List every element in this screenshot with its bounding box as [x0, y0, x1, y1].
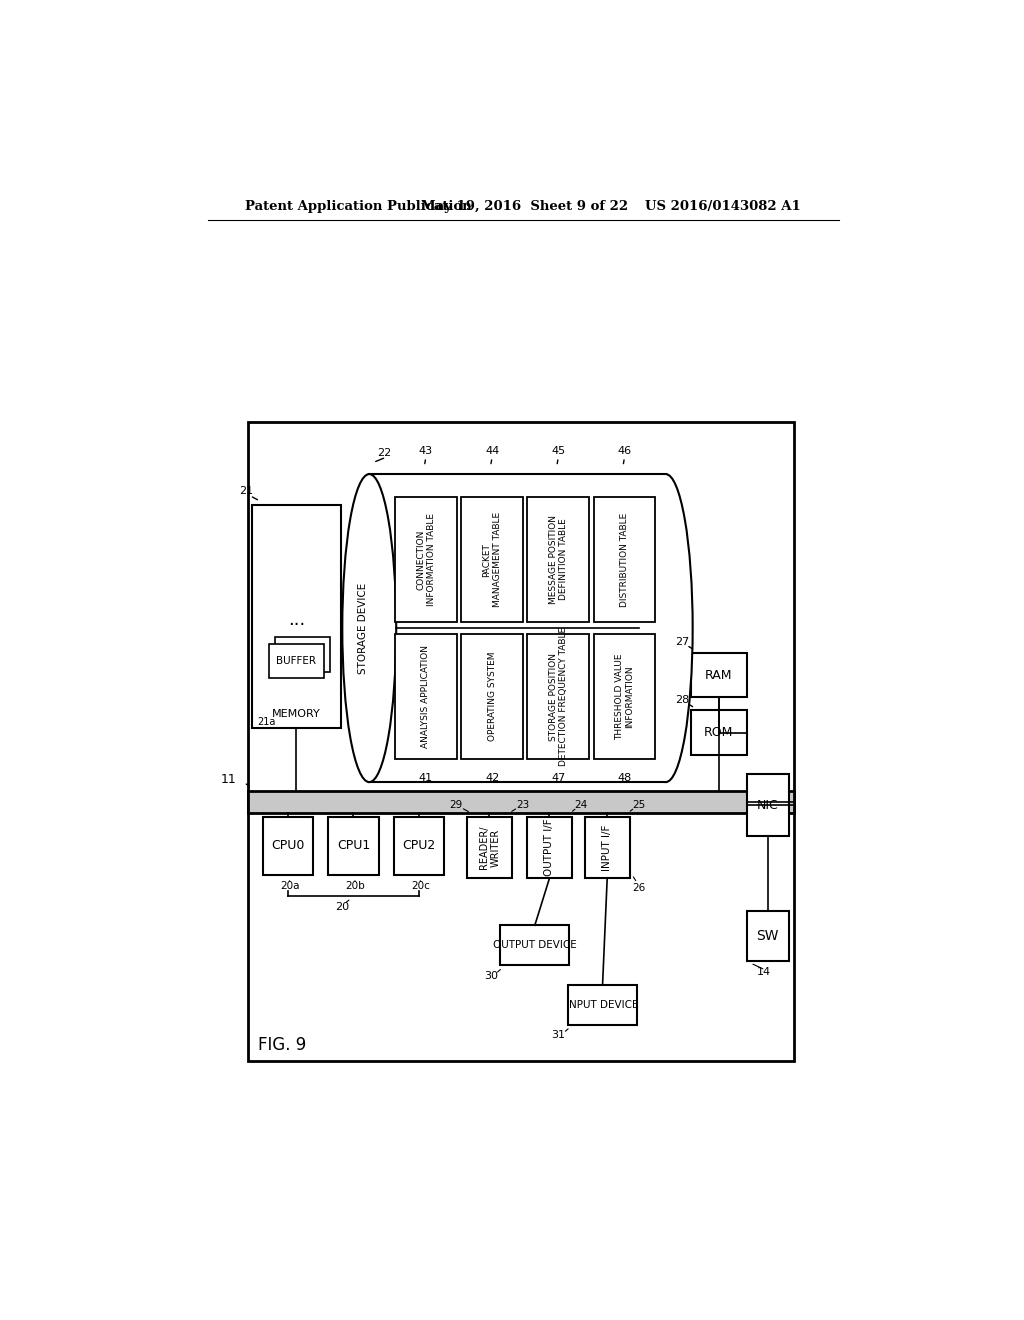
Text: 43: 43	[419, 446, 433, 455]
Text: Patent Application Publication: Patent Application Publication	[245, 199, 471, 213]
Text: 27: 27	[675, 638, 689, 647]
Text: 42: 42	[485, 774, 500, 783]
Bar	[329, 817, 379, 875]
Text: OUTPUT I/F: OUTPUT I/F	[545, 818, 554, 876]
Text: 25: 25	[632, 800, 645, 810]
Bar	[394, 817, 444, 875]
Text: RAM: RAM	[706, 668, 732, 681]
Ellipse shape	[342, 474, 396, 781]
Text: CONNECTION
INFORMATION TABLE: CONNECTION INFORMATION TABLE	[416, 513, 435, 606]
Text: ROM: ROM	[705, 726, 733, 739]
Text: 44: 44	[485, 446, 500, 455]
Text: CPU0: CPU0	[271, 840, 305, 853]
Text: 20a: 20a	[280, 880, 299, 891]
Text: ANALYSIS APPLICATION: ANALYSIS APPLICATION	[421, 645, 430, 748]
Text: 30: 30	[484, 972, 498, 981]
Bar	[252, 506, 341, 729]
Bar	[263, 817, 313, 875]
Bar	[274, 638, 331, 672]
Bar	[527, 498, 589, 622]
Text: ...: ...	[288, 611, 305, 630]
Text: 14: 14	[757, 968, 771, 977]
Text: 29: 29	[449, 800, 462, 810]
Text: 46: 46	[617, 446, 632, 455]
Text: 22: 22	[378, 447, 392, 458]
Bar	[527, 817, 571, 878]
Text: OUTPUT DEVICE: OUTPUT DEVICE	[493, 940, 577, 950]
Bar	[691, 710, 746, 755]
Text: SW: SW	[757, 929, 779, 942]
Text: READER/
WRITER: READER/ WRITER	[478, 826, 500, 870]
Text: US 2016/0143082 A1: US 2016/0143082 A1	[645, 199, 801, 213]
Text: 47: 47	[551, 774, 565, 783]
Bar	[568, 985, 637, 1024]
Text: BUFFER: BUFFER	[276, 656, 316, 665]
Text: INPUT I/F: INPUT I/F	[602, 825, 612, 871]
Text: NIC: NIC	[757, 799, 778, 812]
Text: 23: 23	[516, 800, 529, 810]
Text: CPU2: CPU2	[402, 840, 435, 853]
Text: 20: 20	[335, 902, 349, 912]
Bar	[248, 422, 795, 1061]
Ellipse shape	[639, 474, 692, 781]
Text: STORAGE DEVICE: STORAGE DEVICE	[358, 582, 368, 673]
Text: 24: 24	[574, 800, 588, 810]
Text: 20b: 20b	[345, 880, 365, 891]
Bar	[395, 498, 457, 622]
Bar	[370, 474, 666, 781]
Bar	[746, 911, 788, 961]
Text: 45: 45	[551, 446, 565, 455]
Bar	[585, 817, 630, 878]
Text: DISTRIBUTION TABLE: DISTRIBUTION TABLE	[620, 512, 629, 607]
Text: 21: 21	[239, 486, 253, 496]
Text: 11: 11	[220, 772, 237, 785]
Text: CPU1: CPU1	[337, 840, 370, 853]
Text: 31: 31	[552, 1031, 565, 1040]
Bar	[395, 635, 457, 759]
Text: STORAGE POSITION
DETECTION FREQUENCY TABLE: STORAGE POSITION DETECTION FREQUENCY TAB…	[549, 627, 568, 766]
Bar	[370, 474, 666, 781]
Text: 20c: 20c	[411, 880, 430, 891]
Text: 28: 28	[675, 694, 689, 705]
Bar	[500, 925, 569, 965]
Text: 26: 26	[632, 883, 645, 892]
Text: MESSAGE POSITION
DEFINITION TABLE: MESSAGE POSITION DEFINITION TABLE	[549, 515, 568, 605]
Text: 21a: 21a	[257, 717, 275, 727]
Bar	[268, 644, 325, 678]
Bar	[594, 635, 655, 759]
Bar	[746, 775, 788, 836]
Text: THRESHOLD VALUE
INFORMATION: THRESHOLD VALUE INFORMATION	[614, 653, 634, 741]
Bar	[461, 498, 523, 622]
Text: INPUT DEVICE: INPUT DEVICE	[566, 999, 639, 1010]
Text: PACKET
MANAGEMENT TABLE: PACKET MANAGEMENT TABLE	[482, 512, 502, 607]
Bar	[691, 653, 746, 697]
Bar	[248, 792, 795, 813]
Text: 41: 41	[419, 774, 433, 783]
Bar	[594, 498, 655, 622]
Text: FIG. 9: FIG. 9	[258, 1036, 306, 1055]
Text: MEMORY: MEMORY	[272, 709, 321, 719]
Text: 48: 48	[617, 774, 632, 783]
Text: OPERATING SYSTEM: OPERATING SYSTEM	[487, 652, 497, 742]
Bar	[527, 635, 589, 759]
Bar	[467, 817, 512, 878]
Text: May 19, 2016  Sheet 9 of 22: May 19, 2016 Sheet 9 of 22	[421, 199, 629, 213]
Bar	[461, 635, 523, 759]
